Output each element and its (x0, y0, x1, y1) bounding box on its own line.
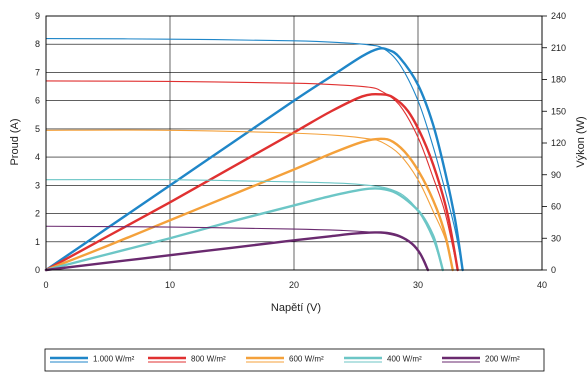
legend-label: 1.000 W/m² (93, 355, 135, 364)
curves (44, 38, 464, 272)
current-curve-3 (45, 178, 444, 271)
legend-items: 1.000 W/m² 800 W/m² 600 W/m² 400 W/m² 200 W/… (50, 355, 520, 364)
y-right-tick-label: 150 (551, 106, 566, 116)
legend-frame (44, 348, 545, 372)
y-left-tick-label: 5 (35, 124, 40, 134)
current-curve-1 (45, 80, 459, 271)
power-curve-3 (44, 187, 444, 272)
legend-label: 600 W/m² (289, 355, 324, 364)
y-right-tick-label: 30 (551, 233, 561, 243)
plot-frame (45, 15, 543, 271)
y-right-tick-label: 90 (551, 170, 561, 180)
y-left-tick-label: 4 (35, 152, 40, 162)
y-right-tick-label: 0 (551, 265, 556, 275)
x-tick-label: 0 (43, 280, 48, 290)
y-left-tick-label: 9 (35, 11, 40, 21)
y-left-tick-label: 1 (35, 237, 40, 247)
legend-label: 800 W/m² (191, 355, 226, 364)
x-tick-label: 40 (537, 280, 547, 290)
power-curve-1 (44, 92, 459, 272)
y-right-tick-label: 240 (551, 11, 566, 21)
x-axis-title: Napětí (V) (271, 302, 321, 314)
power-curve-2 (44, 137, 454, 272)
power-curve-4 (44, 231, 430, 272)
power-curve-0 (44, 47, 464, 272)
y-left-tick-label: 3 (35, 180, 40, 190)
x-tick-label: 10 (165, 280, 175, 290)
y-right-tick-label: 210 (551, 43, 566, 53)
legend-label: 400 W/m² (387, 355, 422, 364)
y-right-tick-label: 180 (551, 75, 566, 85)
y-left-tick-label: 0 (35, 265, 40, 275)
y-left-tick-label: 8 (35, 39, 40, 49)
y-left-tick-label: 2 (35, 209, 40, 219)
x-tick-label: 20 (289, 280, 299, 290)
legend: 1.000 W/m² 800 W/m² 600 W/m² 400 W/m² 200 W/… (44, 348, 545, 372)
y-left-tick-label: 6 (35, 96, 40, 106)
y-left-tick-label: 7 (35, 67, 40, 77)
axes (45, 15, 547, 271)
grid (45, 15, 543, 271)
y-right-tick-label: 60 (551, 202, 561, 212)
y-right-tick-label: 120 (551, 138, 566, 148)
x-tick-label: 30 (413, 280, 423, 290)
y-axis-right-title: Výkon (W) (575, 116, 587, 167)
current-curve-2 (45, 129, 454, 271)
legend-label: 200 W/m² (485, 355, 520, 364)
y-axis-left-title: Proud (A) (9, 118, 21, 165)
